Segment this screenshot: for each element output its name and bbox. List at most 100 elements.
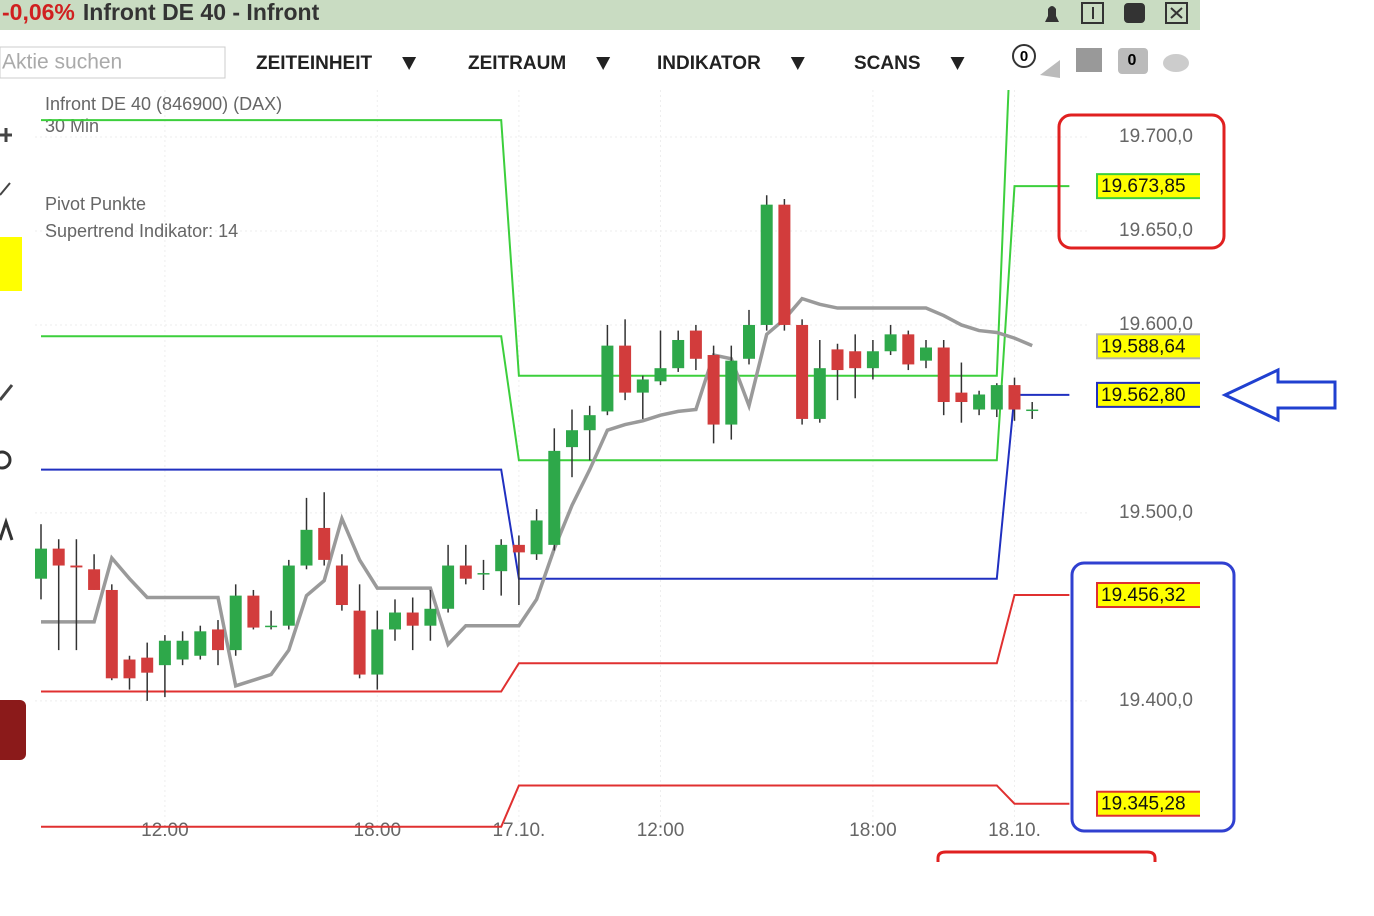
candle-body [636,379,649,393]
close-icon[interactable] [1165,2,1188,24]
left-toolbar [0,128,26,760]
y-tick-label: 19.500,0 [1119,502,1193,523]
candle-body [141,657,154,673]
candle-body [672,339,685,369]
menu-item[interactable]: ZEITEINHEIT [256,53,373,74]
candle-body [335,565,348,606]
candle-body [689,330,702,359]
candle-body [937,347,950,403]
price-label-box [1096,173,1200,200]
x-tick-label: 18:00 [354,820,402,841]
y-tick-label: 19.600,0 [1119,314,1193,335]
candle-body [813,368,826,419]
candle-body [973,394,986,410]
header-text: -0,06% Infront DE 40 - Infront [2,0,320,25]
bell-icon[interactable] [1045,6,1059,22]
candle-body [990,385,1003,410]
x-tick-label: 18.10. [988,820,1041,841]
candle-body [778,204,791,325]
highlight-box-blue [1070,561,1236,833]
candle-body [548,450,561,545]
candle-body [619,345,632,393]
candle-body [265,625,278,628]
candle-body [212,629,224,651]
candle-body [566,430,578,448]
tool-icon[interactable] [0,182,11,196]
tool-button[interactable] [0,700,26,760]
y-tick-label: 19.650,0 [1119,220,1193,241]
cloud-icon[interactable] [1163,54,1189,72]
menu-item[interactable]: ZEITRAUM [468,53,566,74]
dropdown-arrow [402,57,417,70]
candle-body [247,595,260,628]
candle-body [477,573,490,575]
price-label: 19.456,32 [1101,585,1186,606]
candle-body [123,659,136,679]
dropdown-arrow [596,57,611,70]
alert-icon[interactable] [1040,60,1060,78]
candle-body [849,351,862,369]
chart: 19.700,0 19.650,0 19.600,0 19.500,0 19.400,0… [35,89,1200,841]
candle-body [583,415,596,431]
price-label: 19.673,85 [1101,176,1186,197]
candle-body [866,351,879,369]
candle-body [601,345,614,412]
window-icon[interactable] [1124,3,1145,23]
menu-item[interactable]: SCANS [854,53,921,74]
badge[interactable]: 0 [1020,48,1028,65]
candle-body [760,204,773,325]
tool-icon[interactable] [0,384,14,401]
x-tick-label: 18:00 [849,820,897,841]
candle-body [88,569,101,590]
x-tick-label: 17.10. [492,820,545,841]
tool-icon[interactable] [0,128,12,142]
title: Infront DE 40 - Infront [83,0,320,25]
candle-body [406,612,419,626]
candle-body [282,565,295,626]
candle-body [353,610,366,675]
candle-body [318,527,331,560]
tool-icon[interactable] [0,517,14,541]
candle-body [459,565,472,579]
candle-body [158,640,171,666]
candle-body [884,334,897,352]
menu-item[interactable]: INDIKATOR [657,53,761,74]
chart-subtitle: 30 Min [45,116,99,136]
candle-body [530,520,543,555]
candle-body [424,608,437,626]
pivot-line [41,393,1070,580]
list-icon[interactable] [1076,48,1102,72]
candle-body [52,548,65,566]
candle-body [707,355,720,425]
candle-body [300,529,313,566]
price-label-box [1096,790,1200,817]
header-bar [0,0,1200,30]
search-box[interactable] [0,46,226,79]
change: -0,06% [2,0,75,25]
candle-body [796,324,809,419]
window-1-icon[interactable] [1081,2,1104,24]
price-label-box [1096,333,1200,360]
candle-body [176,640,189,660]
pivot-line [41,89,1010,377]
folder-icon[interactable] [1118,48,1148,74]
candle-body [105,589,118,679]
tool-icon[interactable] [0,450,12,470]
price-label: 19.588,64 [1101,336,1186,357]
badge[interactable]: 0 [1128,52,1137,69]
legend-entry: Supertrend Indikator: 14 [45,221,238,241]
candle-body [495,544,508,572]
x-tick-label: 12:00 [637,820,685,841]
dropdown-arrow [790,57,805,70]
candle-body [389,612,401,630]
pivot-line [41,784,1070,828]
candle-body [902,334,915,365]
x-tick-label: 12:00 [141,820,189,841]
y-tick-label: 19.700,0 [1119,126,1193,147]
highlight-box-red [1057,113,1226,250]
tool-icon-active[interactable] [0,237,22,291]
window-icons [1045,2,1188,24]
arrow-annotation [1221,367,1337,423]
